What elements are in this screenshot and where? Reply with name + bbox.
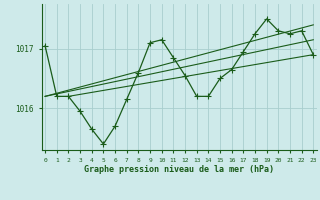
X-axis label: Graphe pression niveau de la mer (hPa): Graphe pression niveau de la mer (hPa) [84, 165, 274, 174]
